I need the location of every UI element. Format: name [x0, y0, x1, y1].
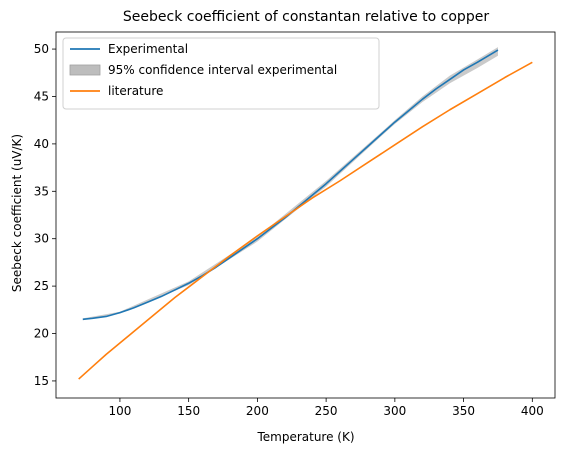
x-tick-label: 350: [452, 404, 475, 418]
x-tick-label: 250: [315, 404, 338, 418]
plot-area: 100 150 200 250 300 350 400 15 20 25 30 35 40 45 50 Exp…: [34, 31, 556, 418]
legend-box: [62, 37, 380, 110]
axes-frame: [55, 31, 556, 399]
legend-entry-label: Experimental: [108, 42, 188, 56]
x-axis-label: Temperature (K): [256, 430, 354, 444]
y-tick-label: 40: [34, 137, 49, 151]
y-tick-label: 25: [34, 279, 49, 293]
y-tick-label: 50: [34, 42, 49, 56]
legend-entry-label: 95% confidence interval experimental: [108, 63, 337, 77]
x-tick-label: 150: [177, 404, 200, 418]
chart-title: Seebeck coefficient of constantan relati…: [123, 9, 489, 25]
x-tick-label: 200: [246, 404, 269, 418]
y-tick-label: 45: [34, 89, 49, 103]
x-tick-label: 300: [383, 404, 406, 418]
series-line-literature: [78, 61, 533, 380]
y-tick-label: 35: [34, 184, 49, 198]
x-tick-label: 100: [108, 404, 131, 418]
x-tick-label: 400: [521, 404, 544, 418]
y-axis-label: Seebeck coefficient (uV/K): [10, 134, 24, 292]
y-tick-label: 30: [34, 232, 49, 246]
y-tick-label: 20: [34, 327, 49, 341]
legend-entry-label: literature: [108, 84, 163, 98]
y-tick-label: 15: [34, 374, 49, 388]
legend-swatch-band: [69, 64, 101, 76]
